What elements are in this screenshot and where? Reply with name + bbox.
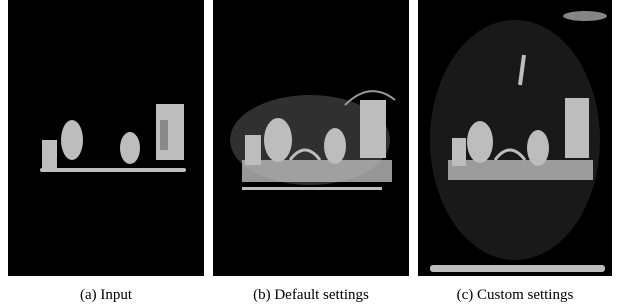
ground: [242, 187, 382, 190]
building: [565, 98, 589, 158]
tree: [120, 132, 140, 164]
figure: (a) Input (b) Default settings (c) Custo…: [0, 0, 617, 306]
panel-input: [8, 0, 204, 276]
tree: [467, 121, 493, 163]
panel-custom: [418, 0, 612, 276]
base: [448, 160, 593, 180]
ground: [40, 168, 186, 172]
tree: [324, 128, 346, 164]
building: [42, 140, 57, 168]
building: [360, 100, 386, 158]
tree: [61, 120, 83, 160]
panel-default: [213, 0, 409, 276]
ground: [430, 265, 605, 272]
base: [242, 160, 392, 182]
noise-blob: [563, 11, 607, 21]
caption: (b) Default settings: [253, 287, 369, 303]
caption: (c) Custom settings: [457, 287, 574, 303]
tree: [264, 118, 292, 162]
building-detail: [160, 120, 168, 150]
page: (a) Input (b) Default settings (c) Custo…: [0, 0, 617, 306]
caption: (a) Input: [80, 287, 133, 303]
